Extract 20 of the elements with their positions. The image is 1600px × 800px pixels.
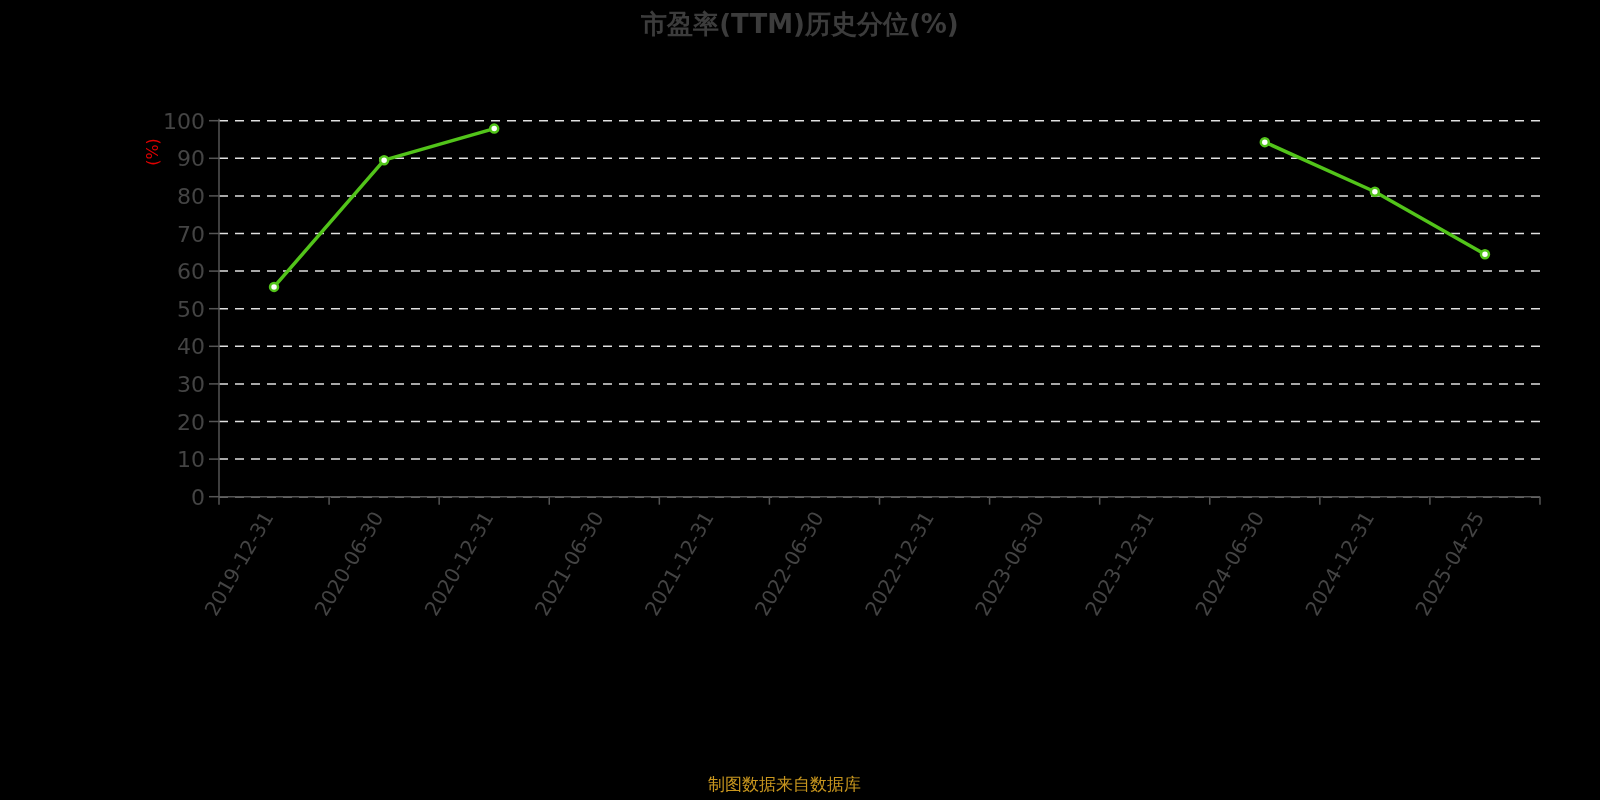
y-tick-label: 60 (177, 259, 205, 285)
y-tick-label: 70 (177, 221, 205, 247)
y-tick-label: 10 (177, 447, 205, 473)
y-tick-label: 50 (177, 296, 205, 322)
y-tick-label: 100 (163, 108, 205, 134)
point (1369, 186, 1381, 198)
y-axis-title: (%) (143, 138, 162, 166)
y-tick-label: 40 (177, 334, 205, 360)
chart-title: 市盈率(TTM)历史分位(%) (640, 9, 959, 39)
point (1479, 248, 1491, 260)
y-tick-label: 80 (177, 183, 205, 209)
y-tick-label: 90 (177, 146, 205, 172)
y-tick-label: 20 (177, 409, 205, 435)
point (1259, 136, 1271, 148)
y-tick-label: 0 (191, 484, 205, 510)
point (378, 154, 390, 166)
text: 制图数据来自数据库 (707, 774, 861, 794)
point (268, 281, 280, 293)
y-tick-label: 30 (177, 371, 205, 397)
point (488, 123, 500, 134)
